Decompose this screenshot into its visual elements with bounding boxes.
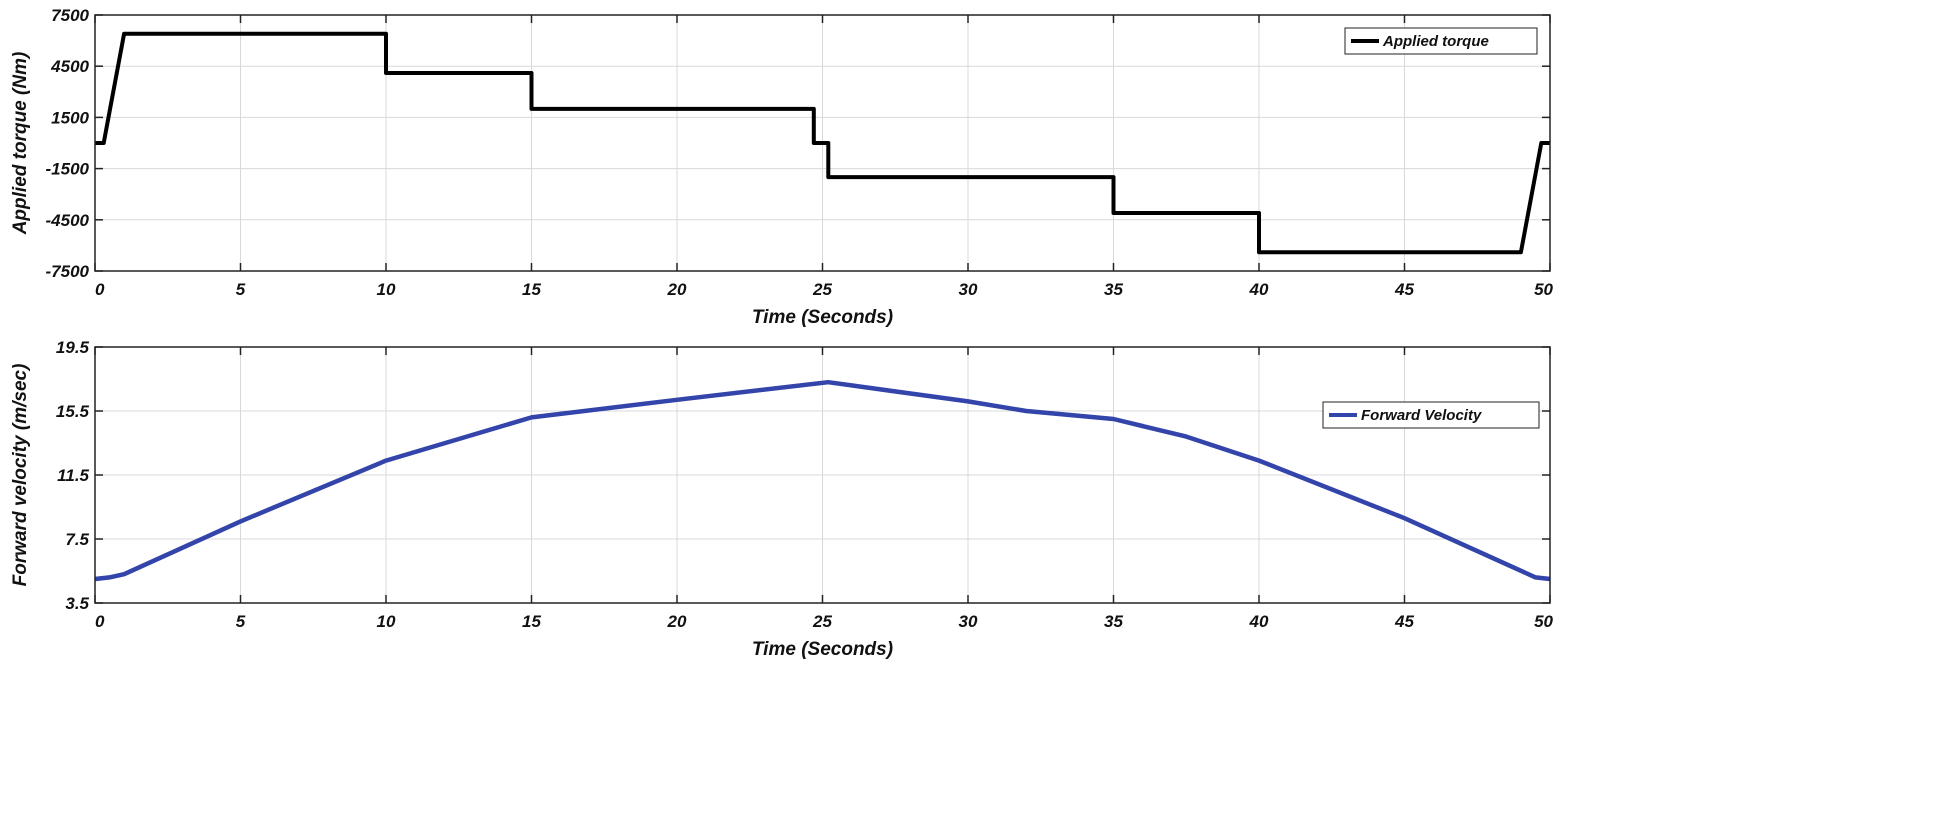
x-tick-label: 30 [959, 280, 978, 299]
legend-box [1322, 401, 1540, 429]
y-tick-label: 7.5 [65, 530, 89, 549]
legend-label: Applied torque [1382, 33, 1489, 50]
axes-box [94, 14, 1551, 272]
chart-panel-1: 0 5 10 15 20 25 30 35 40 45 50 -7500 -4500 -1500 1500 4… [10, 6, 1554, 328]
x-tick-label: 50 [1534, 612, 1553, 631]
y-axis-label: Applied torque (Nm) [10, 52, 31, 236]
chart-panel-2: 0 5 10 15 20 25 30 35 40 45 50 3.5 7.5 11.5 15.5 19.5 Ti… [10, 338, 1554, 660]
y-tick-label: 11.5 [57, 466, 89, 485]
y-tick-label: -1500 [46, 160, 90, 179]
y-axis-label: Forward velocity (m/sec) [10, 364, 31, 587]
series-line-applied-torque [95, 31, 1550, 255]
x-tick-label: 40 [1249, 612, 1269, 631]
y-tick-label: 15.5 [56, 402, 90, 421]
legend-label: Forward Velocity [1361, 407, 1482, 424]
y-tick-label: -7500 [46, 262, 90, 281]
legend: Forward Velocity [1322, 401, 1540, 429]
x-tick-label: 45 [1394, 612, 1414, 631]
x-tick-label: 45 [1394, 280, 1414, 299]
axes-box [94, 346, 1551, 604]
y-tick-label: 1500 [51, 108, 89, 127]
y-tick-label: -4500 [46, 211, 90, 230]
x-tick-label: 0 [95, 612, 105, 631]
x-tick-label: 25 [812, 280, 832, 299]
x-tick-label: 25 [812, 612, 832, 631]
x-tick-label: 5 [236, 612, 246, 631]
x-tick-label: 40 [1249, 280, 1269, 299]
x-tick-label: 20 [667, 280, 687, 299]
series-line-forward-velocity [94, 379, 1551, 582]
x-tick-label: 20 [667, 612, 687, 631]
x-tick-label: 15 [522, 280, 541, 299]
x-tick-label: 30 [959, 612, 978, 631]
x-tick-label: 0 [95, 280, 105, 299]
x-tick-label: 35 [1104, 612, 1123, 631]
y-tick-label: 7500 [51, 6, 89, 25]
y-tick-label: 19.5 [56, 338, 90, 357]
x-axis-label: Time (Seconds) [752, 639, 893, 660]
x-axis-label: Time (Seconds) [752, 307, 893, 328]
x-tick-label: 10 [377, 280, 396, 299]
x-tick-label: 50 [1534, 280, 1553, 299]
x-tick-label: 35 [1104, 280, 1123, 299]
legend: Applied torque [1344, 27, 1538, 55]
y-tick-label: 4500 [50, 57, 89, 76]
y-tick-label: 3.5 [65, 594, 89, 613]
x-tick-label: 5 [236, 280, 246, 299]
x-tick-label: 15 [522, 612, 541, 631]
x-tick-label: 10 [377, 612, 396, 631]
